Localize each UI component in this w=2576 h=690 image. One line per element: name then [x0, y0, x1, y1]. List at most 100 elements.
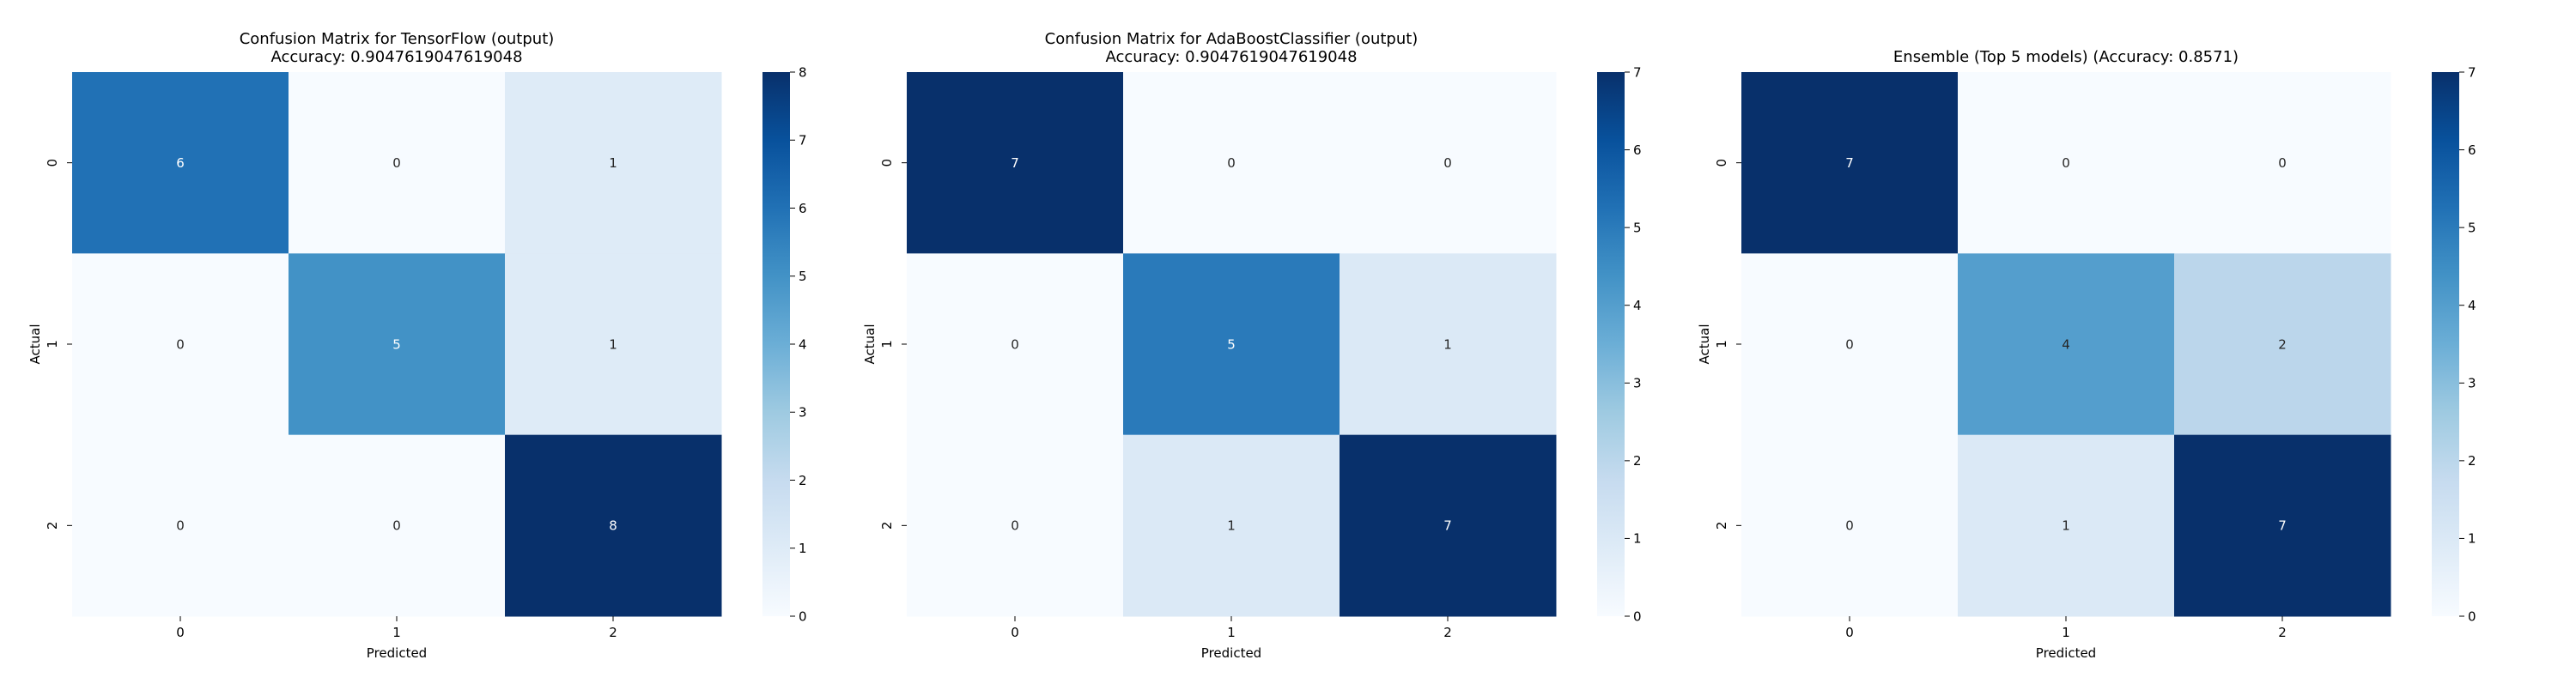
colorbar-tick-label-3: 3	[799, 405, 807, 421]
colorbar-tick-label-3: 3	[2468, 376, 2476, 391]
cell-value-label-1-0: 0	[1011, 336, 1019, 352]
x-tick-label-1: 1	[1227, 625, 1236, 640]
cell-value-label-1-2: 1	[609, 336, 617, 352]
x-tick-label-0: 0	[1011, 625, 1019, 640]
heatmap-cell-2-1	[1123, 434, 1340, 617]
colorbar-tick-label-0: 0	[1633, 608, 1642, 624]
heatmap-cell-2-1	[289, 434, 506, 617]
cell-value-label-2-2: 7	[1443, 518, 1452, 534]
heatmap-cell-2-0	[907, 434, 1124, 617]
heatmap-cell-1-1	[1123, 253, 1340, 436]
y-tick-label-2: 2	[879, 522, 895, 530]
x-axis-label: Predicted	[2036, 645, 2096, 661]
colorbar-tick-label-7: 7	[2468, 64, 2476, 80]
heatmap-cell-0-0	[907, 72, 1124, 254]
cell-value-label-1-2: 2	[2278, 336, 2287, 352]
colorbar-tick-label-5: 5	[2468, 220, 2476, 235]
colorbar-tick-label-6: 6	[1633, 142, 1642, 158]
heatmap-cell-2-0	[72, 434, 289, 617]
heatmap-cell-1-2	[2174, 253, 2391, 436]
cell-value-label-0-0: 7	[1011, 155, 1019, 171]
cell-value-label-2-0: 0	[176, 518, 185, 534]
chart-title-line-1: Confusion Matrix for AdaBoostClassifier …	[1045, 30, 1419, 48]
chart-title-line-2: Accuracy: 0.9047619047619048	[1105, 48, 1357, 66]
cell-value-label-2-1: 1	[2062, 518, 2070, 534]
colorbar	[1597, 72, 1625, 616]
x-tick-label-0: 0	[176, 625, 185, 640]
heatmap-cell-0-1	[289, 72, 506, 254]
chart-title-line-2: Accuracy: 0.9047619047619048	[270, 48, 522, 66]
cell-value-label-1-2: 1	[1443, 336, 1452, 352]
heatmap-panel-1: 6 0 10 5 10 0 80 1 2012PredictedActualConfusion …	[27, 30, 807, 661]
heatmap-cell-0-0	[72, 72, 289, 254]
colorbar-tick-label-8: 8	[799, 64, 807, 80]
y-tick-label-2: 2	[1714, 522, 1729, 530]
heatmap-cell-2-2	[505, 434, 722, 617]
y-tick-label-1: 1	[45, 340, 60, 348]
colorbar-tick-label-6: 6	[799, 201, 807, 216]
colorbar-tick-label-2: 2	[799, 473, 807, 488]
chart-title: Ensemble (Top 5 models) (Accuracy: 0.857…	[1893, 48, 2239, 66]
chart-title: Confusion Matrix for TensorFlow (output)…	[240, 30, 555, 66]
heatmap-cell-0-1	[1958, 72, 2175, 254]
chart-title: Confusion Matrix for AdaBoostClassifier …	[1045, 30, 1419, 66]
heatmap-cell-1-2	[1340, 253, 1557, 436]
x-tick-label-1: 1	[2062, 625, 2070, 640]
heatmap-cell-1-0	[907, 253, 1124, 436]
cell-value-label-1-0: 0	[1845, 336, 1854, 352]
y-tick-label-0: 0	[879, 159, 895, 167]
cell-value-label-2-0: 0	[1845, 518, 1854, 534]
y-axis-label: Actual	[862, 324, 878, 365]
colorbar-tick-label-4: 4	[2468, 298, 2476, 313]
y-tick-label-0: 0	[1714, 159, 1729, 167]
x-tick-label-0: 0	[1845, 625, 1854, 640]
colorbar-tick-label-1: 1	[799, 541, 807, 556]
heatmap-cell-2-1	[1958, 434, 2175, 617]
cell-value-label-0-2: 1	[609, 155, 617, 171]
colorbar-tick-label-6: 6	[2468, 142, 2476, 158]
heatmap-cell-0-1	[1123, 72, 1340, 254]
heatmap-cell-0-2	[505, 72, 722, 254]
heatmap-cell-1-1	[1958, 253, 2175, 436]
cell-value-label-0-0: 7	[1845, 155, 1854, 171]
colorbar-tick-label-1: 1	[2468, 531, 2476, 547]
cell-value-label-0-2: 0	[2278, 155, 2287, 171]
heatmap-cell-1-0	[72, 253, 289, 436]
colorbar	[2432, 72, 2459, 616]
heatmap-cell-1-2	[505, 253, 722, 436]
colorbar-tick-label-2: 2	[1633, 453, 1642, 469]
colorbar-tick-label-4: 4	[799, 336, 807, 352]
heatmap-cell-0-2	[2174, 72, 2391, 254]
heatmap-panel-3: 7 0 0 0 4 2 0 1 7 0 1 2 0 1 2 Predicted Actual Ensemble (…	[1697, 48, 2476, 661]
x-axis-label: Predicted	[367, 645, 427, 661]
x-axis-label: Predicted	[1201, 645, 1261, 661]
heatmap-panel-2: 7 0 00 5 10 1 70 1 2012PredictedActualConfusion …	[862, 30, 1642, 661]
colorbar-tick-label-4: 4	[1633, 298, 1642, 313]
heatmap-cell-2-2	[1340, 434, 1557, 617]
colorbar-tick-label-1: 1	[1633, 531, 1642, 547]
heatmap-cell-0-2	[1340, 72, 1557, 254]
cell-value-label-2-2: 7	[2278, 518, 2287, 534]
y-tick-label-1: 1	[1714, 340, 1729, 348]
colorbar-tick-label-5: 5	[1633, 220, 1642, 235]
cell-value-label-2-1: 1	[1227, 518, 1236, 534]
chart-title-line-1: Confusion Matrix for TensorFlow (output)	[240, 30, 555, 48]
cell-value-label-0-2: 0	[1443, 155, 1452, 171]
y-tick-label-2: 2	[45, 522, 60, 530]
colorbar-tick-label-0: 0	[2468, 608, 2476, 624]
heatmap-cell-2-2	[2174, 434, 2391, 617]
cell-value-label-0-0: 6	[176, 155, 185, 171]
chart-title-line-1: Ensemble (Top 5 models) (Accuracy: 0.857…	[1893, 48, 2239, 66]
cell-value-label-1-1: 5	[392, 336, 401, 352]
cell-value-label-2-2: 8	[609, 518, 617, 534]
colorbar-tick-label-7: 7	[799, 133, 807, 148]
colorbar-tick-label-2: 2	[2468, 453, 2476, 469]
y-axis-label: Actual	[1697, 324, 1712, 365]
cell-value-label-0-1: 0	[1227, 155, 1236, 171]
cell-value-label-1-1: 5	[1227, 336, 1236, 352]
cell-value-label-1-0: 0	[176, 336, 185, 352]
colorbar-tick-label-5: 5	[799, 269, 807, 284]
colorbar	[762, 72, 790, 616]
y-tick-label-0: 0	[45, 159, 60, 167]
